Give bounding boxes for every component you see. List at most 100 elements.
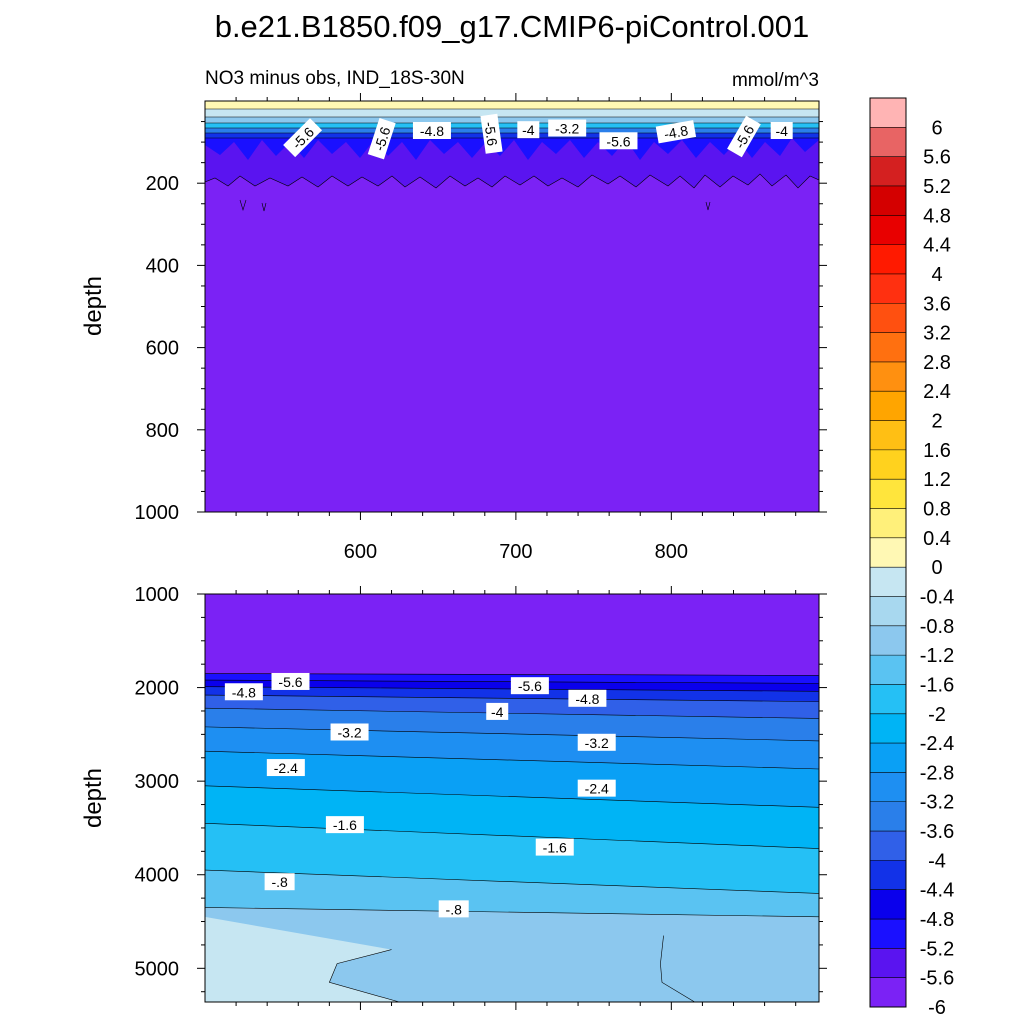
contour-label-text: -3.2 bbox=[555, 121, 579, 137]
chart-title: b.e21.B1850.f09_g17.CMIP6-piControl.001 bbox=[215, 9, 810, 44]
lower-contour-line-10 bbox=[205, 869, 819, 894]
lower-axes: 1000 2000 3000 4000 5000 bbox=[135, 584, 827, 1010]
y-tick-label: 3000 bbox=[135, 771, 180, 793]
contour-label-background bbox=[517, 121, 540, 139]
colorbar-swatch bbox=[870, 567, 906, 597]
colorbar-label: 2.8 bbox=[923, 352, 951, 374]
colorbar-swatch bbox=[870, 361, 906, 392]
colorbar-swatch bbox=[870, 391, 906, 421]
colorbar-label: 2 bbox=[931, 411, 942, 433]
contour-label-text: -2.4 bbox=[585, 781, 609, 797]
contour-label: -4.8 bbox=[655, 120, 697, 144]
colorbar-label: -6 bbox=[928, 997, 946, 1019]
colorbar-label: 5.6 bbox=[923, 147, 951, 169]
contour-label: -.8 bbox=[264, 873, 295, 891]
colorbar-swatch bbox=[870, 185, 906, 216]
contour-label-background bbox=[438, 900, 469, 918]
colorbar-label: -5.2 bbox=[920, 938, 954, 960]
contour-label-background bbox=[266, 759, 305, 777]
colorbar-label: 6 bbox=[931, 117, 942, 139]
contour-label-background bbox=[480, 113, 503, 154]
contour-label-text: -5.6 bbox=[371, 125, 394, 153]
colorbar-label: -4 bbox=[928, 850, 946, 872]
contour-label-background bbox=[535, 838, 574, 856]
contour-label-text: -2.4 bbox=[274, 760, 298, 776]
upper-contour-fill bbox=[205, 101, 819, 212]
subtitle-right: mmol/m^3 bbox=[732, 70, 819, 91]
upper-axes: 200 400 600 800 1000 600 700 800 bbox=[135, 93, 827, 563]
colorbar-swatch bbox=[870, 244, 906, 275]
contour-label-text: -3.2 bbox=[585, 735, 609, 751]
colorbar-label: -4.4 bbox=[920, 880, 954, 902]
contour-label-background bbox=[770, 122, 793, 140]
lower-panel: -5.6 -4.8 -5.6 -4.8 -4 -3.2 -3.2 -2.4 -2.4 -1.6 -1… bbox=[80, 584, 827, 1010]
lower-y-axis-label: depth bbox=[80, 768, 107, 828]
subtitle-left: NO3 minus obs, IND_18S-30N bbox=[205, 68, 465, 89]
y-tick-label: 800 bbox=[146, 420, 179, 442]
contour-label-text: -.8 bbox=[446, 901, 463, 917]
contour-label-background bbox=[568, 689, 607, 707]
colorbar-label: 0.4 bbox=[923, 528, 951, 550]
upper-y-axis-label: depth bbox=[80, 276, 107, 336]
contour-label-text: -4 bbox=[491, 704, 504, 720]
colorbar-label: 1.6 bbox=[923, 440, 951, 462]
contour-label: -4.8 bbox=[568, 689, 607, 707]
colorbar-swatch bbox=[870, 772, 906, 803]
colorbar-swatch bbox=[870, 537, 906, 568]
contour-label: -4 bbox=[486, 702, 509, 720]
contour-label: -4 bbox=[770, 122, 793, 140]
lower-contour-line-4 bbox=[205, 694, 819, 702]
contour-label: -3.2 bbox=[548, 119, 587, 137]
lower-contour-line-7 bbox=[205, 750, 819, 770]
colorbar-label: -2 bbox=[928, 704, 946, 726]
lower-contour-line-lightest bbox=[328, 949, 400, 1002]
contour-label-background bbox=[727, 115, 761, 158]
contour-label: -5.6 bbox=[367, 117, 396, 160]
lower-contour-labels: -5.6 -4.8 -5.6 -4.8 -4 -3.2 -3.2 -2.4 -2.4 -1.6 -1… bbox=[224, 672, 616, 918]
colorbar-swatch bbox=[870, 127, 906, 158]
contour-label: -4.8 bbox=[224, 683, 263, 701]
contour-label-background bbox=[599, 132, 638, 150]
contour-label-text: -4.8 bbox=[663, 122, 690, 142]
contour-label: -4 bbox=[517, 121, 540, 139]
colorbar-label: 4.8 bbox=[923, 205, 951, 227]
upper-contour-labels: -5.6 -5.6 -4.8 -5.6 -4 -3.2-5.6 -4.8 -5.6 -4 bbox=[283, 113, 793, 160]
contour-label-text: -4 bbox=[775, 123, 788, 139]
colorbar-label: -3.6 bbox=[920, 821, 954, 843]
x-tick-label: 800 bbox=[655, 541, 688, 563]
colorbar-swatch bbox=[870, 156, 906, 187]
contour-label-background bbox=[577, 733, 616, 751]
y-tick-label: 1000 bbox=[135, 502, 180, 524]
colorbar-label: -2.8 bbox=[920, 762, 954, 784]
lower-contour-fill bbox=[205, 673, 819, 1002]
colorbar-label: 1.2 bbox=[923, 469, 951, 491]
y-tick-label: 1000 bbox=[135, 584, 180, 606]
colorbar-label: -4.8 bbox=[920, 909, 954, 931]
lower-contour-line-right bbox=[660, 935, 695, 1002]
colorbar-swatch bbox=[870, 713, 906, 744]
y-tick-label: 2000 bbox=[135, 678, 180, 700]
colorbar-swatch bbox=[870, 889, 906, 920]
y-tick-label: 600 bbox=[146, 338, 179, 360]
colorbar-frame bbox=[869, 97, 907, 1008]
contour-label-text: -.8 bbox=[271, 874, 288, 890]
contour-label-background bbox=[510, 677, 549, 695]
colorbar-label: 4.4 bbox=[923, 235, 951, 257]
colorbar-swatch bbox=[870, 743, 906, 773]
y-tick-label: 4000 bbox=[135, 865, 180, 887]
colorbar-swatch bbox=[870, 977, 906, 1008]
lower-band-lightest bbox=[205, 916, 400, 1002]
contour-label-text: -4.8 bbox=[420, 123, 444, 139]
contour-label: -4.8 bbox=[412, 122, 451, 140]
contour-label: -5.6 bbox=[510, 677, 549, 695]
contour-label-background bbox=[271, 672, 310, 690]
contour-label-text: -5.6 bbox=[481, 121, 500, 147]
x-tick-label: 700 bbox=[499, 541, 532, 563]
colorbar-label: -0.8 bbox=[920, 616, 954, 638]
colorbar-label: -2.4 bbox=[920, 733, 954, 755]
colorbar-swatch bbox=[870, 420, 906, 451]
colorbar-swatch bbox=[870, 98, 906, 128]
colorbar-label: -1.2 bbox=[920, 645, 954, 667]
colorbar-label: -5.6 bbox=[920, 968, 954, 990]
